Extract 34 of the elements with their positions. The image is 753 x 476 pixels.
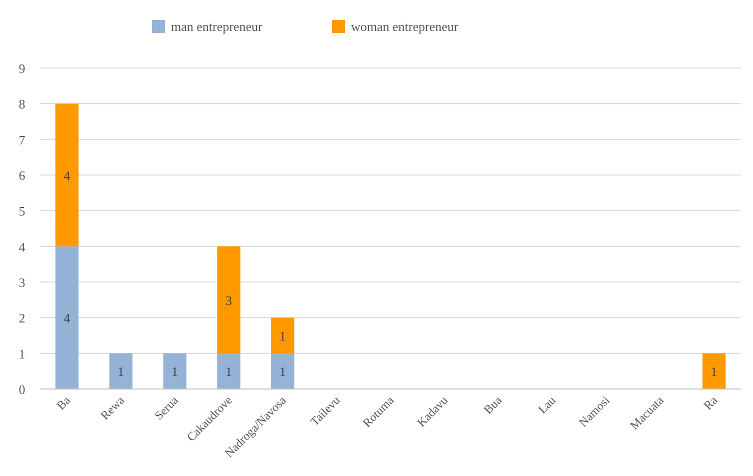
- legend-label: man entrepreneur: [171, 19, 263, 34]
- y-tick-label: 7: [18, 132, 26, 148]
- bar: [217, 353, 240, 389]
- data-label: 1: [118, 364, 124, 380]
- y-tick-label: 3: [18, 275, 26, 290]
- y-tick-label: 9: [18, 61, 26, 76]
- data-label: 4: [64, 168, 71, 183]
- data-label: 3: [225, 292, 232, 308]
- data-label: 1: [279, 364, 286, 380]
- y-tick-label: 2: [18, 310, 26, 326]
- bar: [55, 104, 79, 246]
- bar: [163, 353, 186, 389]
- bar: [702, 353, 726, 389]
- legend-label: woman entrepreneur: [351, 19, 459, 34]
- data-label: 4: [64, 310, 71, 326]
- y-tick-label: 5: [18, 204, 26, 219]
- bar: [271, 353, 294, 389]
- bar: [55, 246, 79, 389]
- bar: [271, 318, 294, 354]
- data-label: 1: [710, 364, 718, 380]
- data-label: 1: [172, 364, 178, 380]
- x-tick-label: Ba: [54, 392, 74, 413]
- data-label: 1: [279, 328, 286, 344]
- x-tick-label: Ra: [700, 392, 721, 413]
- y-tick-label: 4: [18, 239, 26, 254]
- y-tick-label: 6: [18, 168, 26, 183]
- y-tick-label: 0: [18, 382, 26, 397]
- x-tick-label: Bua: [480, 392, 505, 417]
- data-label: 1: [225, 364, 232, 380]
- bar: [109, 353, 132, 389]
- y-tick-label: 1: [18, 346, 26, 362]
- bar: [217, 246, 240, 354]
- x-tick-label: Lau: [535, 393, 558, 416]
- y-tick-label: 8: [18, 96, 26, 112]
